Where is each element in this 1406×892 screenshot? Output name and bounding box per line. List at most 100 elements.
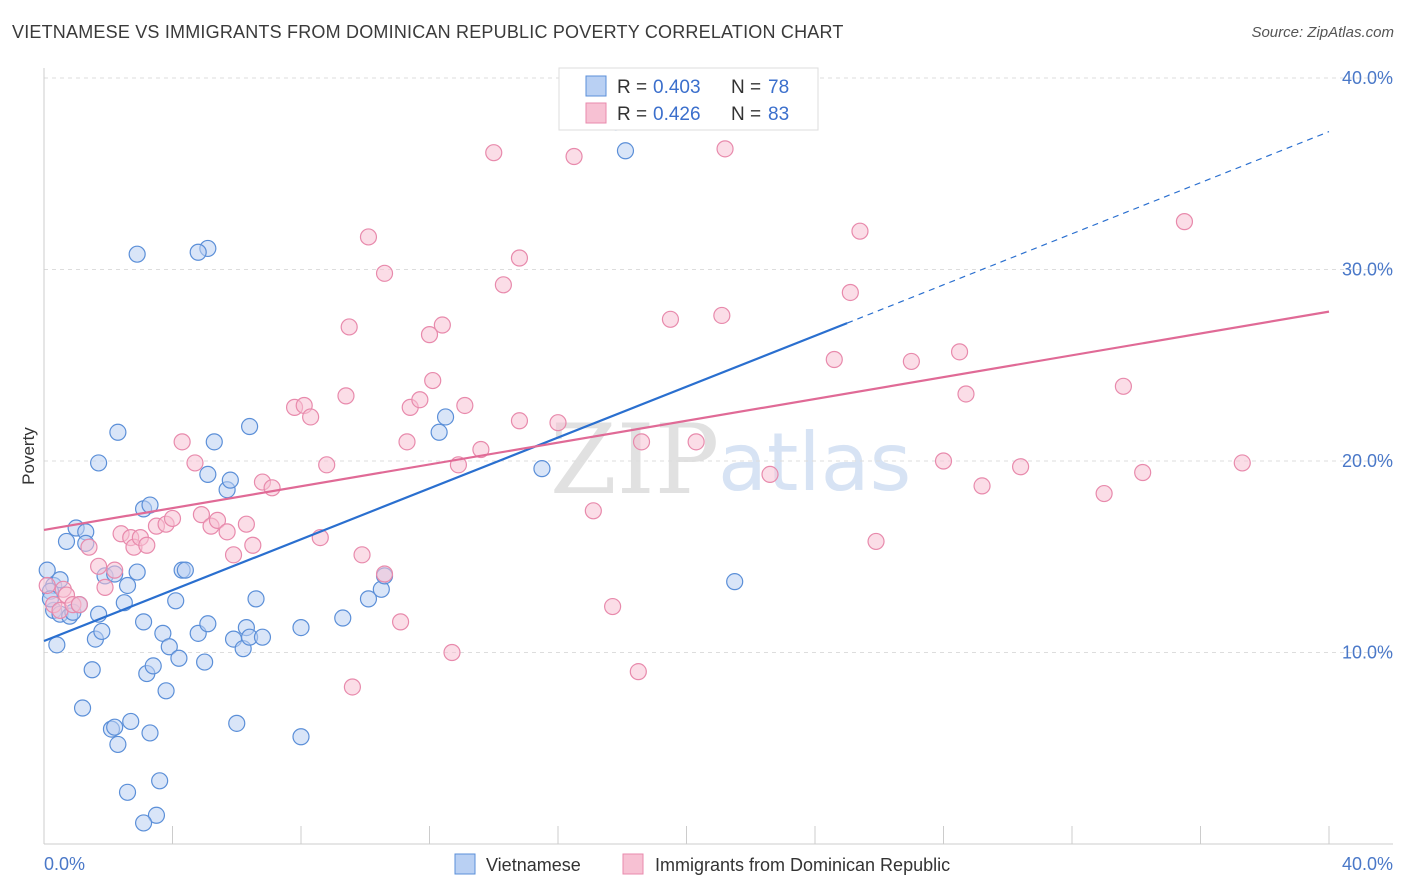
dominican-point-41 xyxy=(375,264,394,282)
trendline-vietnamese-extension xyxy=(846,131,1330,324)
vietnamese-point-47 xyxy=(196,653,214,671)
dominican-point-19 xyxy=(173,433,191,451)
top-legend: R = 0.403 N = 78 R = 0.426 N = 83 xyxy=(558,67,819,131)
y-tick-label-20: 20.0% xyxy=(1342,451,1393,471)
dominican-point-61 xyxy=(629,663,647,681)
dominican-point-43 xyxy=(398,433,416,451)
vietnamese-point-35 xyxy=(141,724,159,742)
vietnamese-point-50 xyxy=(205,433,223,451)
x-tick-label-max: 40.0% xyxy=(1342,854,1393,874)
dominican-point-77 xyxy=(1011,458,1030,476)
bottom-legend-swatch-dominican xyxy=(622,853,644,875)
dominican-point-35 xyxy=(337,387,355,405)
dominican-point-53 xyxy=(485,144,503,162)
vietnamese-point-44 xyxy=(176,561,194,579)
legend-r-label-dominican: R = xyxy=(617,104,647,125)
legend-n-label-dominican: N = xyxy=(731,104,761,125)
vietnamese-point-71 xyxy=(726,573,744,591)
dominican-point-62 xyxy=(632,433,651,451)
dominican-point-20 xyxy=(186,454,204,472)
vietnamese-point-45 xyxy=(170,649,188,667)
vietnamese-point-49 xyxy=(199,465,217,484)
dominican-point-0 xyxy=(38,576,56,595)
dominican-point-36 xyxy=(340,318,358,336)
dominican-point-18 xyxy=(163,509,182,528)
dominican-point-24 xyxy=(218,523,236,541)
vietnamese-point-36 xyxy=(151,772,169,790)
dominican-point-78 xyxy=(1095,484,1113,503)
x-tick-label-min: 0.0% xyxy=(44,854,85,874)
dominican-point-45 xyxy=(411,391,429,409)
vietnamese-point-62 xyxy=(292,728,310,746)
dominican-point-7 xyxy=(80,538,98,556)
legend-n-label-vietnamese: N = xyxy=(731,77,761,98)
dominican-point-63 xyxy=(661,310,680,328)
dominican-point-52 xyxy=(472,440,490,459)
bottom-legend-swatch-vietnamese xyxy=(454,853,476,875)
vietnamese-point-52 xyxy=(221,471,239,489)
dominican-point-56 xyxy=(510,249,529,267)
dominican-point-40 xyxy=(375,565,394,583)
gridlines xyxy=(44,77,1393,653)
vietnamese-point-54 xyxy=(228,714,246,732)
axes xyxy=(43,68,1393,845)
vietnamese-point-58 xyxy=(241,417,259,436)
vietnamese-point-68 xyxy=(436,408,455,426)
dominican-point-79 xyxy=(1114,377,1133,395)
dominican-point-54 xyxy=(494,276,512,294)
dominican-point-82 xyxy=(1233,454,1251,472)
vietnamese-point-22 xyxy=(118,576,137,595)
vietnamese-point-6 xyxy=(57,532,76,551)
vietnamese-point-38 xyxy=(157,682,175,700)
watermark-atlas: atlas xyxy=(718,416,911,509)
vietnamese-point-42 xyxy=(167,592,185,610)
legend-r-value-dominican: 0.426 xyxy=(653,104,701,125)
source-label: Source: ZipAtlas.com xyxy=(1251,24,1394,41)
vietnamese-point-48 xyxy=(199,615,217,633)
dominican-point-27 xyxy=(244,536,262,554)
legend-swatch-dominican xyxy=(585,102,607,124)
legend-r-value-vietnamese: 0.403 xyxy=(653,77,701,98)
dominican-point-69 xyxy=(841,283,859,302)
dominican-point-75 xyxy=(957,385,975,403)
vietnamese-point-74 xyxy=(128,245,146,263)
vietnamese-point-73 xyxy=(189,243,207,261)
dominican-point-71 xyxy=(867,532,885,551)
dominican-point-80 xyxy=(1134,463,1152,482)
dominican-point-57 xyxy=(549,414,567,432)
vietnamese-point-67 xyxy=(430,423,448,441)
y-tick-label-30: 30.0% xyxy=(1342,260,1393,280)
chart-title: VIETNAMESE VS IMMIGRANTS FROM DOMINICAN … xyxy=(12,22,844,42)
dominican-point-81 xyxy=(1175,213,1194,231)
dominican-point-21 xyxy=(192,506,211,524)
dominican-point-42 xyxy=(391,613,410,631)
vietnamese-point-34 xyxy=(144,657,162,675)
dominican-point-26 xyxy=(237,515,255,533)
vietnamese-point-39 xyxy=(160,638,178,656)
dominican-point-73 xyxy=(934,452,953,470)
dominican-point-55 xyxy=(510,412,529,430)
dominican-point-72 xyxy=(902,352,920,371)
dominican-point-76 xyxy=(973,477,991,495)
bottom-legend-label-dominican: Immigrants from Dominican Republic xyxy=(655,855,950,875)
vietnamese-point-16 xyxy=(90,454,108,472)
dominican-point-23 xyxy=(208,511,227,529)
y-axis-label: Poverty xyxy=(19,427,38,485)
vietnamese-point-13 xyxy=(83,661,101,679)
dominican-point-59 xyxy=(584,502,602,520)
dominican-point-15 xyxy=(138,536,156,554)
dominican-point-58 xyxy=(565,147,583,166)
trendline-vietnamese xyxy=(43,322,848,643)
trendlines xyxy=(43,131,1330,643)
dominican-point-67 xyxy=(761,465,779,484)
dominican-point-65 xyxy=(713,306,731,325)
dominican-point-47 xyxy=(424,371,442,390)
dominican-point-8 xyxy=(90,557,108,575)
dominican-point-70 xyxy=(851,222,869,240)
dominican-point-68 xyxy=(825,350,843,369)
vietnamese-point-17 xyxy=(93,622,111,641)
dominican-point-49 xyxy=(443,643,461,662)
dominican-point-9 xyxy=(96,578,114,596)
legend-n-value-vietnamese: 78 xyxy=(768,77,789,98)
